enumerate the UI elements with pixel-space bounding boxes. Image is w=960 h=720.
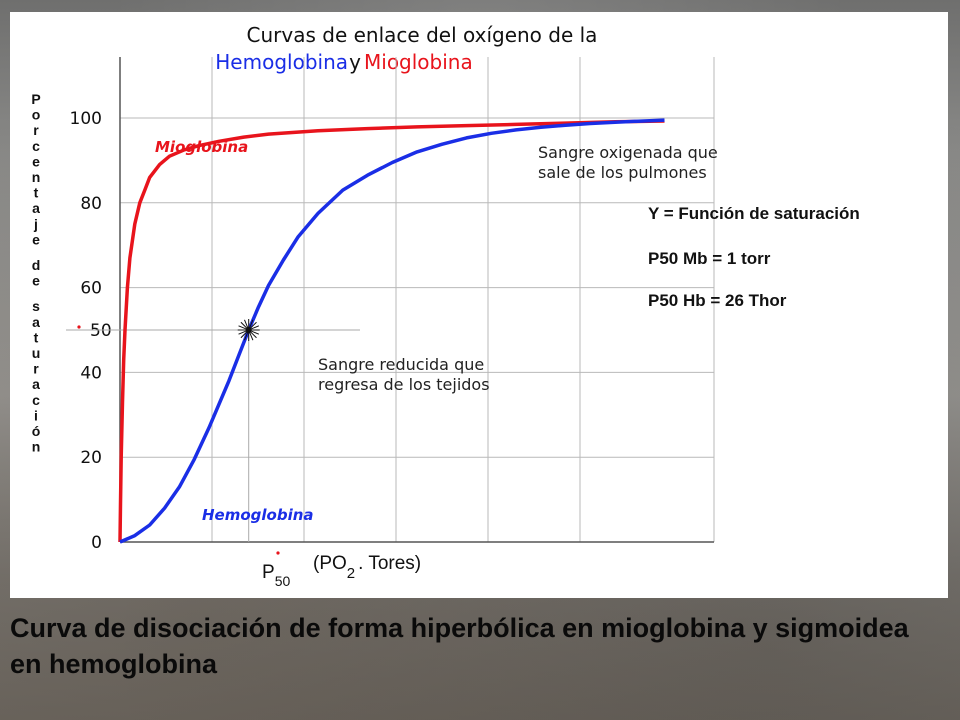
p50-axis-label: P50: [262, 562, 290, 589]
note-p50-mb: P50 Mb = 1 torr: [648, 249, 771, 268]
oxygen-binding-chart: Curvas de enlace del oxígeno de la Hemog…: [31, 23, 860, 589]
y-axis-label-char: e: [32, 153, 40, 169]
p50-star-center: [245, 327, 252, 333]
annotation-oxigenada-line1: Sangre oxigenada que: [538, 143, 718, 162]
y-tick-label: 20: [80, 448, 102, 468]
y-axis-label-char: P: [31, 91, 40, 107]
y-axis-label-char: u: [32, 345, 41, 361]
series-label-mioglobina: Mioglobina: [155, 138, 248, 156]
title-mioglobina: Mioglobina: [364, 50, 473, 74]
chart-title-line2-group: Hemoglobina y Mioglobina: [215, 50, 472, 74]
y-tick-label: 100: [70, 109, 102, 129]
p50-sub: 50: [275, 573, 291, 589]
annotation-oxigenada-line2: sale de los pulmones: [538, 163, 707, 182]
y-tick-label: 0: [91, 533, 102, 553]
p50-point-marker: [237, 319, 260, 341]
y-axis-label-char: ó: [32, 423, 41, 439]
y-axis-label-char: t: [34, 185, 39, 201]
y-axis-label-char: r: [33, 361, 39, 377]
y50-dot: [77, 325, 81, 329]
y-axis-label-char: c: [32, 138, 40, 154]
y-axis-label-char: a: [32, 314, 40, 330]
p50-main: P: [262, 562, 275, 583]
y-axis-label-char: n: [32, 439, 41, 455]
y50-marker: 50: [66, 321, 360, 542]
series-line-mioglobina: [118, 119, 665, 543]
y-axis-label-char: o: [32, 107, 41, 123]
y-axis-label-char: i: [34, 407, 38, 423]
y-axis-label-char: a: [32, 376, 40, 392]
title-connector: y: [349, 50, 361, 74]
series-label-hemoglobina: Hemoglobina: [202, 506, 314, 524]
grid: [119, 57, 715, 542]
chart-title-line1: Curvas de enlace del oxígeno de la: [247, 23, 598, 47]
y-axis-label-char: t: [34, 329, 39, 345]
y-axis-label-char: s: [32, 298, 40, 314]
p50-axis-dot: [276, 551, 280, 555]
series-line-hemoglobina: [119, 118, 665, 544]
note-saturation-function: Y = Función de saturación: [648, 204, 860, 223]
x-axis-label-sub: 2: [347, 565, 355, 582]
y-axis-label-char: e: [32, 273, 40, 289]
y-axis-label-char: r: [33, 122, 39, 138]
y-axis-label-char: d: [32, 257, 41, 273]
y-tick-labels: 0 20 40 60 80 100: [70, 109, 102, 553]
y-axis-label-char: c: [32, 392, 40, 408]
y-tick-label: 60: [80, 279, 102, 299]
y-tick-label: 80: [80, 194, 102, 214]
y-axis-label-char: a: [32, 200, 40, 216]
x-axis-label-rest: . Tores): [358, 553, 421, 574]
y-axis-label-char: j: [33, 216, 38, 232]
title-hemoglobina: Hemoglobina: [215, 50, 348, 74]
y-axis-label-char: e: [32, 231, 40, 247]
note-p50-hb: P50 Hb = 26 Thor: [648, 291, 787, 310]
annotation-reducida-line1: Sangre reducida que: [318, 355, 484, 374]
x-axis-label-main: (PO: [313, 553, 347, 574]
x-axis-label: (PO2. Tores): [313, 553, 421, 582]
y-axis-label-char: n: [32, 169, 41, 185]
slide-caption: Curva de disociación de forma hiperbólic…: [10, 613, 909, 679]
axes: [119, 57, 714, 543]
chart-panel: Curvas de enlace del oxígeno de la Hemog…: [10, 12, 948, 598]
annotation-reducida-line2: regresa de los tejidos: [318, 375, 490, 394]
y-tick-label: 40: [80, 363, 102, 383]
y50-label: 50: [90, 321, 112, 341]
